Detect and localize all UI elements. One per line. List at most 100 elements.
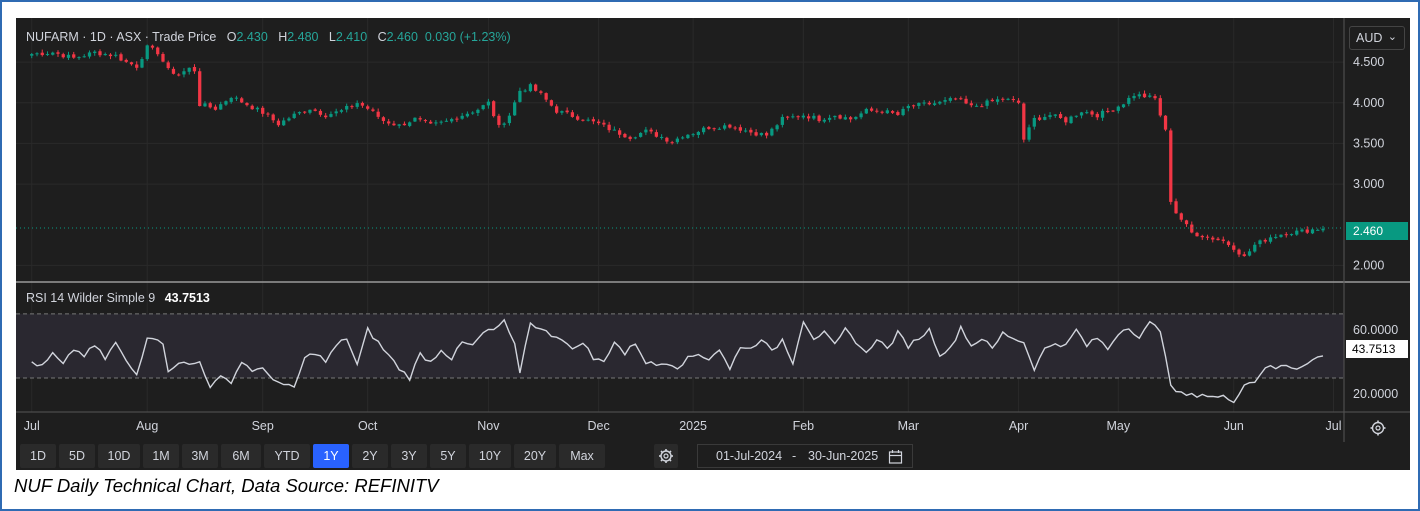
candle (822, 117, 826, 124)
range-button-ytd[interactable]: YTD (264, 444, 310, 468)
candle (1268, 234, 1273, 244)
candle (696, 130, 700, 139)
figure-caption: NUF Daily Technical Chart, Data Source: … (14, 475, 439, 496)
candle (287, 116, 291, 122)
candle (733, 125, 737, 131)
candle (376, 108, 380, 120)
candle (1305, 226, 1309, 234)
candle (1289, 233, 1294, 237)
candle (187, 67, 191, 75)
candle (980, 103, 984, 108)
candle (1158, 95, 1162, 118)
range-button-3m[interactable]: 3M (182, 444, 218, 468)
candle (728, 123, 732, 129)
currency-selector[interactable]: AUD ⌄ (1349, 26, 1405, 50)
candle (1279, 234, 1283, 238)
candle (481, 104, 485, 111)
candle (838, 114, 842, 120)
candle (177, 73, 181, 77)
candle (166, 60, 170, 70)
candle (817, 114, 821, 123)
candle (308, 109, 312, 115)
low-value: 2.410 (335, 30, 368, 44)
candle (250, 104, 254, 110)
date-range-picker[interactable]: 01-Jul-2024 - 30-Jun-2025 (697, 444, 913, 468)
candle (1053, 114, 1057, 118)
price-tick-label: 3.000 (1353, 177, 1384, 191)
chart-panel[interactable]: Jul Aug Sep Oct Nov Dec 2025 Feb Mar Apr May Jun Jul… (16, 18, 1410, 470)
candle (366, 104, 370, 111)
range-button-1m[interactable]: 1M (143, 444, 179, 468)
candle (990, 98, 994, 102)
candle (371, 107, 375, 112)
candle (40, 49, 44, 57)
candle (534, 83, 538, 92)
candle (801, 113, 805, 120)
candle (890, 110, 895, 115)
candle (56, 50, 60, 57)
candle (345, 103, 349, 113)
candle (612, 126, 617, 131)
range-button-5d[interactable]: 5D (59, 444, 95, 468)
candle (1043, 113, 1047, 121)
chart-canvas[interactable]: Jul Aug Sep Oct Nov Dec 2025 Feb Mar Apr May Jun Jul… (16, 18, 1410, 470)
candle (1079, 111, 1084, 119)
candle (770, 127, 774, 137)
candle (465, 111, 470, 118)
candle (1163, 115, 1168, 132)
range-button-20y[interactable]: 20Y (514, 444, 556, 468)
candle (1011, 96, 1015, 103)
candle (1169, 128, 1173, 205)
range-settings-button[interactable] (654, 444, 678, 468)
candle (665, 136, 669, 144)
candle (135, 61, 139, 71)
candle (387, 118, 391, 126)
chart-settings-button[interactable] (1368, 418, 1388, 438)
candle (339, 108, 344, 114)
candle (208, 101, 212, 109)
candle (780, 114, 784, 128)
candle (82, 54, 86, 58)
candle (528, 82, 533, 93)
candle (313, 108, 317, 112)
range-button-1d[interactable]: 1D (20, 444, 56, 468)
candle (439, 120, 443, 125)
candle (318, 109, 323, 117)
candle (66, 51, 71, 61)
change-value: 0.030 (+1.23%) (424, 30, 511, 44)
candle (1295, 227, 1299, 236)
candle (969, 100, 973, 108)
range-button-6m[interactable]: 6M (221, 444, 261, 468)
range-button-10y[interactable]: 10Y (469, 444, 511, 468)
candle (1006, 97, 1010, 101)
range-button-3y[interactable]: 3Y (391, 444, 427, 468)
candle (843, 114, 847, 120)
candle (1205, 234, 1210, 241)
range-button-2y[interactable]: 2Y (352, 444, 388, 468)
candle (282, 117, 286, 126)
candle (129, 61, 134, 66)
candle (833, 115, 837, 120)
candle (1226, 240, 1231, 247)
candle (1116, 105, 1120, 114)
candle (848, 116, 853, 123)
candle (156, 46, 160, 57)
candle (30, 52, 34, 59)
candle (953, 97, 958, 101)
candle (87, 50, 92, 59)
candle (948, 96, 952, 103)
rsi-line (31, 318, 1324, 404)
range-button-5y[interactable]: 5Y (430, 444, 466, 468)
candle (276, 118, 281, 127)
range-button-10d[interactable]: 10D (98, 444, 140, 468)
range-button-1y[interactable]: 1Y (313, 444, 349, 468)
candle (240, 96, 244, 104)
price-tick-label: 4.500 (1353, 55, 1384, 69)
candle (229, 96, 233, 104)
candle (213, 104, 218, 111)
candle (539, 90, 543, 95)
candle (854, 116, 858, 121)
x-tick-label: Apr (1009, 419, 1028, 433)
range-button-max[interactable]: Max (559, 444, 605, 468)
candle (502, 122, 506, 128)
